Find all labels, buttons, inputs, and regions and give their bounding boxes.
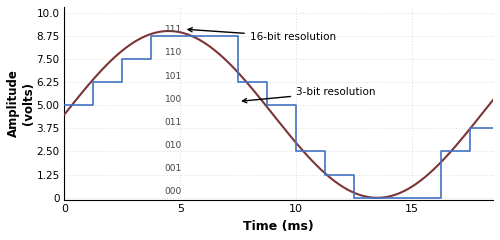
Text: 111: 111 [164,25,182,34]
Text: 110: 110 [164,48,182,57]
Text: 000: 000 [164,187,182,196]
Text: 3-bit resolution: 3-bit resolution [242,87,376,103]
Text: 001: 001 [164,164,182,173]
Y-axis label: Amplitude
(volts): Amplitude (volts) [7,69,35,137]
Text: 16-bit resolution: 16-bit resolution [188,28,336,42]
Text: 100: 100 [164,95,182,104]
Text: 011: 011 [164,118,182,127]
X-axis label: Time (ms): Time (ms) [244,220,314,233]
Text: 010: 010 [164,141,182,150]
Text: 101: 101 [164,72,182,80]
